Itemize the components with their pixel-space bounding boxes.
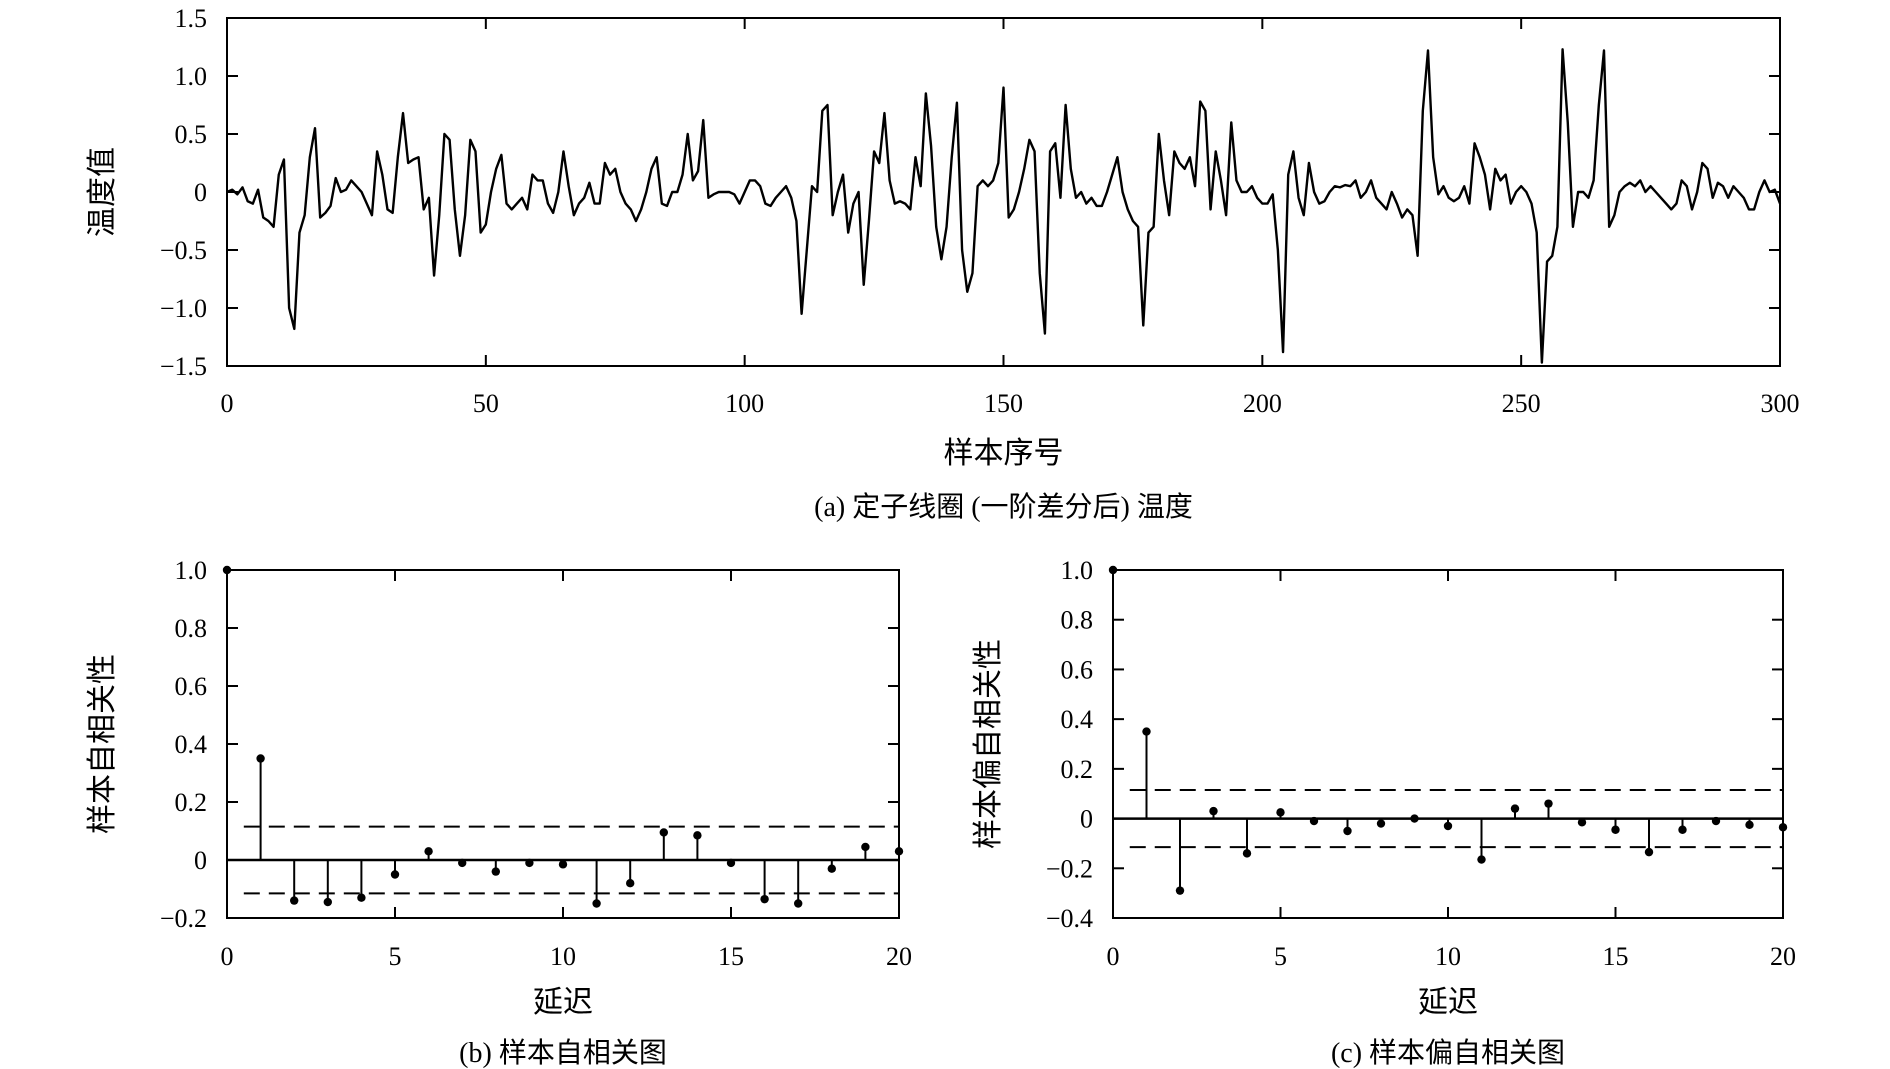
stem-marker	[1544, 799, 1553, 808]
y-tick-label: 0.8	[1061, 606, 1094, 635]
panel-caption: (b) 样本自相关图	[459, 1037, 667, 1069]
stem-marker	[357, 893, 366, 902]
stem-marker	[558, 860, 568, 869]
stem-marker	[1644, 847, 1654, 857]
plot-frame	[1112, 569, 1784, 919]
stem-marker	[626, 879, 635, 888]
stem-marker	[323, 897, 332, 907]
y-tick-label: 0	[194, 846, 207, 875]
stem-marker	[1242, 849, 1252, 858]
y-tick-label: −1.5	[160, 352, 207, 381]
x-tick-label: 250	[1502, 389, 1541, 418]
y-tick-label: 0	[1080, 805, 1093, 834]
x-tick-label: 15	[1603, 942, 1629, 971]
stem-marker	[1611, 825, 1620, 834]
panel-a-temperature-line-chart: 0 50 100 150 200 250 300 −1.5 −1.0 −0.5 0 0.5 1.0 1.5…	[86, 4, 1800, 523]
stem-marker	[1477, 855, 1486, 864]
x-tick-label: 50	[473, 389, 499, 418]
panel-c-partial-autocorrelation-stem-chart: 0 5 10 15 20 −0.4 −0.2 0 0.2 0.4 0.6 0.8 1.0 延迟 样本偏自相关…	[972, 556, 1796, 1069]
y-tick-label: 0.2	[1061, 755, 1094, 784]
y-tick-label: 1.0	[1061, 556, 1094, 585]
y-tick-label: 1.0	[175, 556, 208, 585]
plot-frame	[226, 17, 1781, 367]
stem-marker	[592, 899, 601, 908]
x-tick-label: 300	[1761, 389, 1800, 418]
x-tick-label: 10	[1435, 942, 1461, 971]
stem-marker	[1510, 804, 1520, 813]
stem-marker	[894, 847, 904, 856]
stem-marker	[1142, 727, 1151, 736]
stem-marker	[256, 754, 265, 763]
y-tick-label: 0.8	[175, 614, 208, 643]
x-axis-label: 样本序号	[944, 437, 1064, 470]
stem-marker	[458, 858, 467, 868]
y-tick-label: −0.4	[1046, 904, 1093, 933]
stem-marker	[1343, 826, 1352, 836]
stem-marker	[760, 894, 769, 904]
x-tick-label: 10	[550, 942, 576, 971]
y-tick-label: 1.5	[175, 4, 208, 33]
stem-marker	[1778, 823, 1788, 832]
y-tick-label: 0.2	[175, 788, 208, 817]
x-tick-label: 0	[1107, 942, 1120, 971]
stem-marker	[794, 899, 803, 908]
stem-marker	[1443, 821, 1453, 831]
stem-marker	[290, 896, 299, 905]
y-tick-label: −0.2	[1046, 854, 1093, 883]
x-tick-label: 100	[725, 389, 764, 418]
x-axis-label: 延迟	[1418, 986, 1478, 1019]
stem-marker	[1711, 816, 1721, 826]
stem-marker	[390, 870, 400, 879]
stem-marker	[1108, 565, 1118, 575]
y-tick-label: 0.6	[175, 672, 208, 701]
stem-marker	[659, 828, 668, 837]
stem-marker	[1678, 825, 1687, 834]
y-tick-label: −0.5	[160, 236, 207, 265]
y-tick-label: 0.5	[175, 120, 208, 149]
stem-marker	[1577, 818, 1587, 827]
stem-marker	[525, 858, 534, 868]
x-tick-label: 0	[221, 942, 234, 971]
panel-b-autocorrelation-stem-chart: 0 5 10 15 20 −0.2 0 0.2 0.4 0.6 0.8 1.0 延迟 样本自相关性 (b) …	[86, 556, 912, 1069]
x-tick-label: 15	[718, 942, 744, 971]
y-axis-label: 温度值	[86, 147, 119, 237]
y-tick-label: −1.0	[160, 294, 207, 323]
x-tick-label: 0	[221, 389, 234, 418]
stem-marker	[1410, 814, 1419, 823]
stem-marker	[1276, 808, 1285, 817]
y-tick-label: 1.0	[175, 62, 208, 91]
panel-caption: (a) 定子线圈 (一阶差分后) 温度	[814, 491, 1193, 523]
stem-marker	[827, 864, 836, 873]
y-tick-label: −0.2	[160, 904, 207, 933]
y-tick-label: 0.4	[1061, 705, 1094, 734]
y-tick-label: 0	[194, 178, 207, 207]
x-tick-label: 5	[1274, 942, 1287, 971]
stem-marker	[861, 842, 870, 852]
panel-caption: (c) 样本偏自相关图	[1331, 1037, 1565, 1069]
stem-marker	[424, 847, 433, 856]
x-axis-label: 延迟	[533, 986, 593, 1019]
y-axis-label: 样本偏自相关性	[972, 639, 1005, 849]
y-tick-label: 0.6	[1061, 655, 1094, 684]
stem-marker	[222, 565, 232, 575]
stem-marker	[693, 831, 702, 840]
stem-marker	[1376, 819, 1386, 828]
stem-marker	[726, 858, 736, 868]
stem-marker	[1745, 820, 1754, 829]
stem-marker	[1209, 806, 1218, 816]
x-tick-label: 200	[1243, 389, 1282, 418]
x-tick-label: 5	[389, 942, 402, 971]
stem-marker	[491, 867, 500, 876]
x-tick-label: 20	[1770, 942, 1796, 971]
x-tick-label: 150	[984, 389, 1023, 418]
temperature-series-line	[226, 48, 1782, 364]
stem-marker	[1175, 886, 1185, 895]
x-tick-label: 20	[886, 942, 912, 971]
y-tick-label: 0.4	[175, 730, 208, 759]
y-axis-label: 样本自相关性	[86, 654, 119, 834]
stem-marker	[1309, 816, 1319, 826]
